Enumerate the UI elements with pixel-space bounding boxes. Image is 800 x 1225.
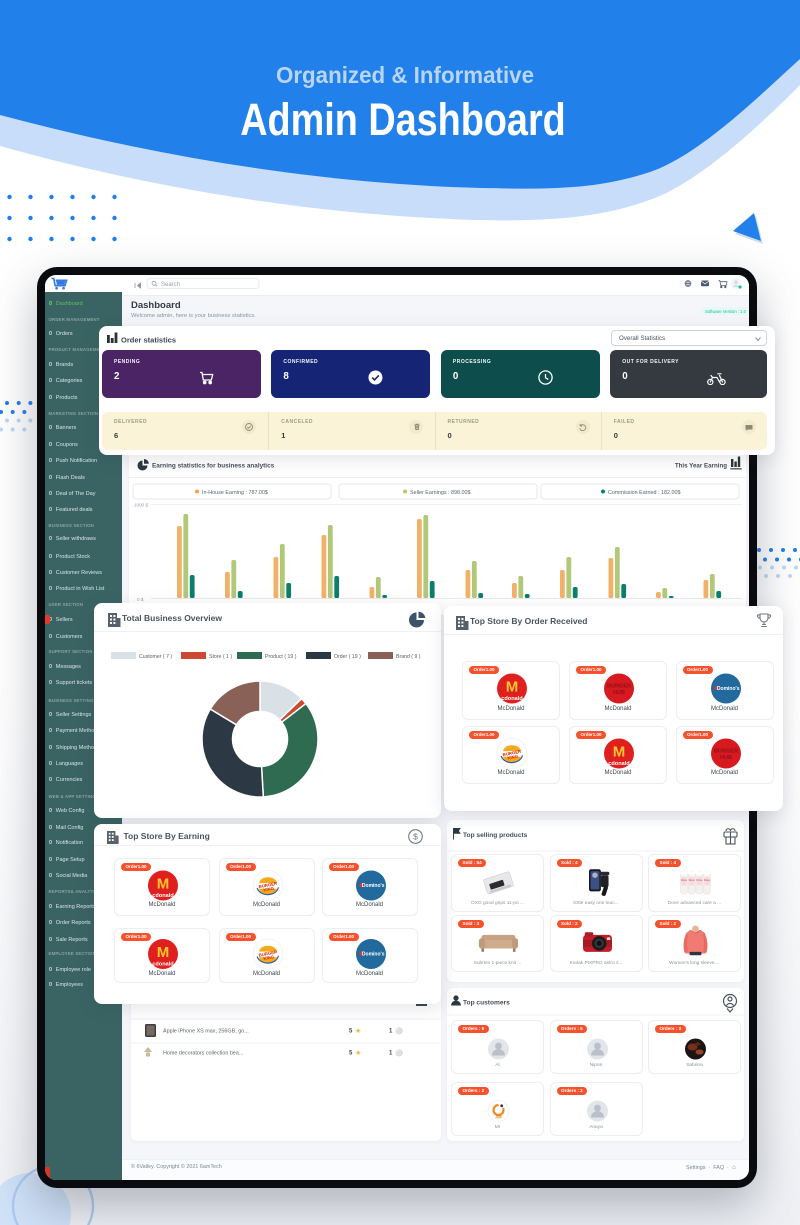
- svg-text:Dove: Dove: [681, 878, 688, 882]
- svg-text:Brand ( 9 ): Brand ( 9 ): [396, 654, 421, 660]
- svg-text:★: ★: [355, 1027, 361, 1035]
- svg-text:BURGER: BURGER: [258, 881, 278, 890]
- svg-text:KING: KING: [507, 754, 519, 761]
- svg-text:Store ( 1 ): Store ( 1 ): [209, 654, 232, 660]
- svg-text:This Year Earning: This Year Earning: [675, 463, 727, 470]
- svg-text:BURGER: BURGER: [713, 749, 737, 755]
- svg-text:5: 5: [349, 1029, 353, 1035]
- svg-text:Search: Search: [161, 282, 180, 288]
- svg-text:M: M: [506, 679, 519, 696]
- svg-text:M: M: [613, 744, 626, 761]
- svg-text:Home decorators collection bea: Home decorators collection bea...: [163, 1051, 243, 1057]
- svg-text:Dove: Dove: [689, 878, 696, 882]
- svg-text:KING: KING: [262, 886, 274, 893]
- svg-text:BURGER: BURGER: [502, 749, 522, 758]
- svg-text:1: 1: [389, 1029, 393, 1035]
- svg-text:Apple iPhone XS max, 256GB, go: Apple iPhone XS max, 256GB, go...: [163, 1029, 249, 1035]
- svg-text:HUB: HUB: [719, 755, 731, 761]
- svg-text:Customer ( 7 ): Customer ( 7 ): [139, 654, 172, 660]
- svg-text:★: ★: [355, 1049, 361, 1057]
- svg-text:KING: KING: [262, 954, 274, 961]
- svg-text:Domino's: Domino's: [361, 883, 384, 889]
- svg-text:Top selling products: Top selling products: [463, 832, 528, 839]
- svg-text:BURGER: BURGER: [607, 684, 631, 690]
- svg-text:Domino's: Domino's: [716, 686, 739, 692]
- svg-text:Earning statistics for busines: Earning statistics for business analytic…: [152, 463, 275, 470]
- svg-text:M: M: [157, 944, 170, 961]
- svg-text:Top customers: Top customers: [463, 1000, 510, 1007]
- svg-text:cdonald: cdonald: [152, 893, 174, 899]
- svg-text:⚪: ⚪: [395, 1027, 403, 1035]
- svg-text:0 $: 0 $: [137, 597, 144, 602]
- svg-text:cdonald: cdonald: [152, 962, 174, 968]
- svg-text:$: $: [413, 832, 418, 842]
- svg-text:Seller Earnings : 898.00$: Seller Earnings : 898.00$: [410, 490, 471, 496]
- svg-text:Order ( 19 ): Order ( 19 ): [334, 654, 361, 660]
- svg-text:Order statistics: Order statistics: [121, 336, 176, 345]
- svg-text:Dove: Dove: [696, 878, 703, 882]
- svg-text:BURGER: BURGER: [258, 949, 278, 958]
- svg-text:1: 1: [389, 1051, 393, 1057]
- svg-text:Commission Earned : 182.00$: Commission Earned : 182.00$: [608, 490, 681, 496]
- svg-text:HUB: HUB: [613, 690, 625, 696]
- svg-text:Product ( 19 ): Product ( 19 ): [265, 654, 297, 660]
- svg-text:5: 5: [349, 1051, 353, 1057]
- svg-text:In-House Earning : 787.00$: In-House Earning : 787.00$: [202, 490, 268, 496]
- svg-text:cdonald: cdonald: [501, 696, 523, 702]
- svg-text:⚪: ⚪: [395, 1049, 403, 1057]
- svg-text:Dove: Dove: [704, 878, 711, 882]
- svg-text:1000 $: 1000 $: [134, 503, 148, 508]
- svg-text:AM: AM: [495, 1115, 502, 1120]
- svg-text:Domino's: Domino's: [361, 952, 384, 958]
- svg-text:M: M: [157, 876, 170, 893]
- svg-text:cdonald: cdonald: [608, 761, 630, 767]
